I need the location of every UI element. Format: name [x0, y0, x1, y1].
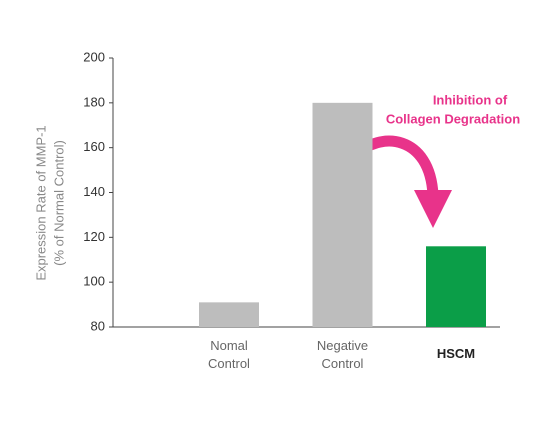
annotation: Inhibition of: [433, 92, 508, 107]
x-tick-label: Nomal Control: [208, 338, 250, 371]
y-axis-label: (% of Normal Control): [51, 140, 66, 266]
x-tick-label: HSCM: [436, 346, 476, 361]
y-tick-label: 180: [83, 94, 105, 109]
arrow-head: [414, 190, 452, 228]
x-tick-label: Negative Control: [316, 338, 369, 371]
y-tick-label: 140: [83, 184, 105, 199]
y-axis-label: Expression Rate of MMP-1: [33, 125, 48, 280]
y-tick-label: 120: [83, 229, 105, 244]
y-tick-label: 200: [83, 49, 105, 64]
bar: [199, 302, 259, 327]
y-tick-label: 160: [83, 139, 105, 154]
annotation: Collagen Degradation: [386, 111, 520, 126]
bar: [312, 102, 373, 327]
y-tick-label: 80: [91, 318, 105, 333]
y-tick-label: 100: [83, 274, 105, 289]
bar: [426, 246, 486, 327]
